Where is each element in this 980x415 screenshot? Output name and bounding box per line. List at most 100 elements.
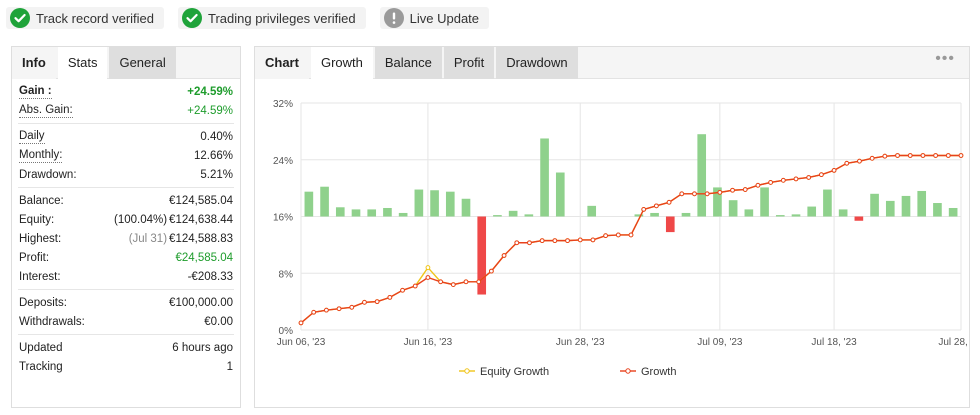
growth-point xyxy=(438,279,444,285)
monthly-row: Monthly: 12.66% xyxy=(18,146,234,165)
growth-point xyxy=(704,191,710,197)
track-record-verified-badge: Track record verified xyxy=(6,7,164,29)
y-tick-label: 8% xyxy=(279,269,294,280)
withdrawals-label: Withdrawals: xyxy=(19,315,85,328)
daily-change-bar xyxy=(917,190,927,217)
legend-label: Growth xyxy=(641,366,676,378)
more-dots-icon[interactable]: ••• xyxy=(935,50,955,67)
equity-row: Equity: (100.04%) €124,638.44 xyxy=(18,210,234,229)
daily-change-bar xyxy=(320,186,329,217)
tab-balance[interactable]: Balance xyxy=(374,47,442,79)
growth-point xyxy=(653,203,659,209)
interest-value: -€208.33 xyxy=(187,270,233,283)
stats-panel: Info Stats General Gain : +24.59% Abs. G… xyxy=(11,46,241,408)
y-tick-label: 24% xyxy=(273,156,293,167)
updated-row: Updated 6 hours ago xyxy=(18,338,234,357)
growth-point xyxy=(311,309,317,315)
interest-row: Interest: -€208.33 xyxy=(18,267,234,286)
growth-point xyxy=(907,153,913,158)
growth-point xyxy=(869,155,875,161)
growth-chart-svg: 32% 24% 16% 8% 0%Jun 06, '23 Jun 16, '23 Jun 2… xyxy=(273,99,980,378)
check-circle-icon xyxy=(10,8,30,28)
live-update-badge: Live Update xyxy=(379,7,490,29)
meta-group: Updated 6 hours ago Tracking 1 xyxy=(18,335,234,379)
equity-value-wrap: (100.04%) €124,638.44 xyxy=(114,214,233,226)
growth-point xyxy=(793,176,799,182)
verification-bar: Track record verified Trading privileges… xyxy=(6,7,490,29)
daily-change-bar xyxy=(807,206,817,217)
funds-group: Deposits: €100,000.00 Withdrawals: €0.00 xyxy=(18,290,234,335)
tracking-value: 1 xyxy=(226,360,233,373)
growth-point xyxy=(349,304,355,310)
growth-point xyxy=(362,299,367,305)
highest-value-wrap: (Jul 31) €124,588.83 xyxy=(129,233,233,245)
growth-point xyxy=(895,153,900,158)
monthly-label[interactable]: Monthly: xyxy=(19,148,63,163)
daily-change-bar xyxy=(634,214,644,217)
growth-point xyxy=(514,240,520,246)
deposits-value: €100,000.00 xyxy=(169,296,233,309)
daily-change-bar xyxy=(933,203,942,217)
growth-point xyxy=(603,233,609,239)
growth-point xyxy=(730,187,735,193)
growth-chart: 32% 24% 16% 8% 0% Jun 06, '23 Jun 16, '23 Jun 2… xyxy=(255,80,980,407)
equity-growth-point xyxy=(425,265,431,270)
x-tick-label: Jun 16, '23 xyxy=(404,337,453,348)
interest-label: Interest: xyxy=(19,270,61,283)
growth-point xyxy=(298,320,304,326)
growth-point xyxy=(539,238,545,244)
daily-change-bar xyxy=(823,189,832,217)
daily-change-bar xyxy=(351,209,361,217)
deposits-row: Deposits: €100,000.00 xyxy=(18,293,234,312)
tab-chart[interactable]: Chart xyxy=(255,47,309,79)
stats-list: Gain : +24.59% Abs. Gain: +24.59% Daily … xyxy=(12,79,240,379)
growth-point xyxy=(818,172,824,178)
growth-point xyxy=(755,182,761,188)
chart-panel: Chart Growth Balance Profit Drawdown •••… xyxy=(254,46,980,408)
growth-point xyxy=(958,153,964,158)
daily-change-bar xyxy=(697,134,707,217)
growth-point xyxy=(412,283,418,289)
daily-change-bar xyxy=(885,200,895,217)
badge-label: Live Update xyxy=(409,10,480,26)
y-tick-label: 0% xyxy=(279,326,294,337)
growth-point xyxy=(945,153,951,158)
growth-point xyxy=(615,232,621,238)
daily-label[interactable]: Daily xyxy=(19,129,45,144)
tab-info[interactable]: Info xyxy=(12,47,56,79)
drawdown-row: Drawdown: 5.21% xyxy=(18,165,234,184)
daily-change-bar xyxy=(493,215,502,217)
growth-point xyxy=(882,153,888,159)
balance-value: €124,585.04 xyxy=(169,194,233,207)
daily-change-bar xyxy=(367,209,377,217)
growth-line xyxy=(300,154,961,324)
growth-point xyxy=(717,189,723,195)
withdrawals-row: Withdrawals: €0.00 xyxy=(18,312,234,331)
daily-change-bar xyxy=(304,191,314,217)
daily-change-bar xyxy=(524,214,534,217)
growth-point xyxy=(374,299,380,305)
daily-change-bar xyxy=(744,209,754,217)
growth-point xyxy=(501,253,507,258)
tab-general[interactable]: General xyxy=(109,47,176,79)
growth-point xyxy=(857,158,862,164)
exclamation-circle-icon xyxy=(383,8,404,28)
gain-label[interactable]: Gain : xyxy=(19,84,52,99)
tab-drawdown[interactable]: Drawdown xyxy=(496,47,578,79)
tab-growth[interactable]: Growth xyxy=(310,47,373,79)
left-tabs: Info Stats General xyxy=(12,47,240,79)
tab-profit[interactable]: Profit xyxy=(443,47,495,79)
abs-gain-label[interactable]: Abs. Gain: xyxy=(19,103,73,118)
daily-change-bar xyxy=(445,191,455,217)
updated-value: 6 hours ago xyxy=(172,341,233,354)
daily-value: 0.40% xyxy=(200,130,233,143)
account-group: Balance: €124,585.04 Equity: (100.04%) €1… xyxy=(18,188,234,290)
y-tick-label: 32% xyxy=(273,99,293,110)
chart-tabs: Chart Growth Balance Profit Drawdown ••• xyxy=(255,47,969,79)
balance-row: Balance: €124,585.04 xyxy=(18,191,234,210)
daily-change-bar xyxy=(430,190,439,217)
growth-point xyxy=(527,240,532,246)
tab-stats[interactable]: Stats xyxy=(57,47,108,79)
growth-point xyxy=(666,199,672,205)
daily-change-bar xyxy=(791,214,801,217)
